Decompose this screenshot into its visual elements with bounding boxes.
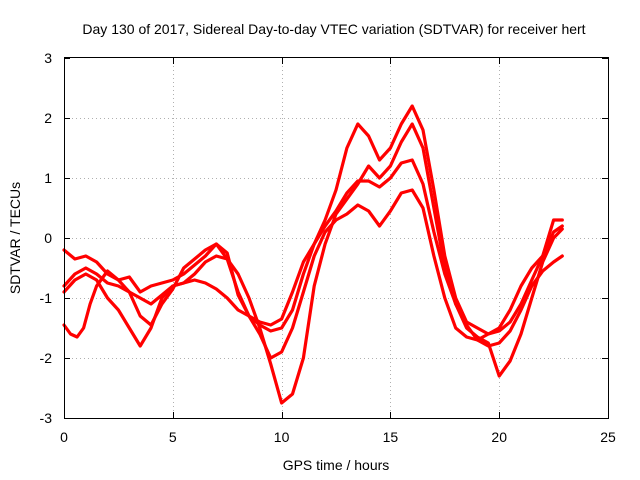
y-tick-label: 0 xyxy=(44,230,52,246)
series-day-2 xyxy=(62,158,564,348)
x-tick-label: 25 xyxy=(600,429,616,445)
x-tick-label: 0 xyxy=(60,429,68,445)
series-day-3 xyxy=(62,188,564,360)
x-tick-label: 5 xyxy=(169,429,177,445)
grid xyxy=(64,58,608,418)
x-tick-label: 10 xyxy=(274,429,290,445)
ticks: 0 5 10 15 20 25 -3 -2 -1 0 1 2 3 xyxy=(40,50,616,445)
y-axis-label: SDTVAR / TECUs xyxy=(7,182,23,294)
y-tick-label: -2 xyxy=(40,350,53,366)
x-axis-label: GPS time / hours xyxy=(283,457,390,473)
y-tick-label: -1 xyxy=(40,290,53,306)
y-tick-label: 1 xyxy=(44,170,52,186)
y-tick-label: 2 xyxy=(44,110,52,126)
series-day-4 xyxy=(62,122,564,405)
y-tick-label: -3 xyxy=(40,410,53,426)
chart-title: Day 130 of 2017, Sidereal Day-to-day VTE… xyxy=(82,21,585,37)
x-tick-label: 15 xyxy=(383,429,399,445)
series-layer xyxy=(62,104,564,405)
x-tick-label: 20 xyxy=(491,429,507,445)
y-tick-label: 3 xyxy=(44,50,52,66)
